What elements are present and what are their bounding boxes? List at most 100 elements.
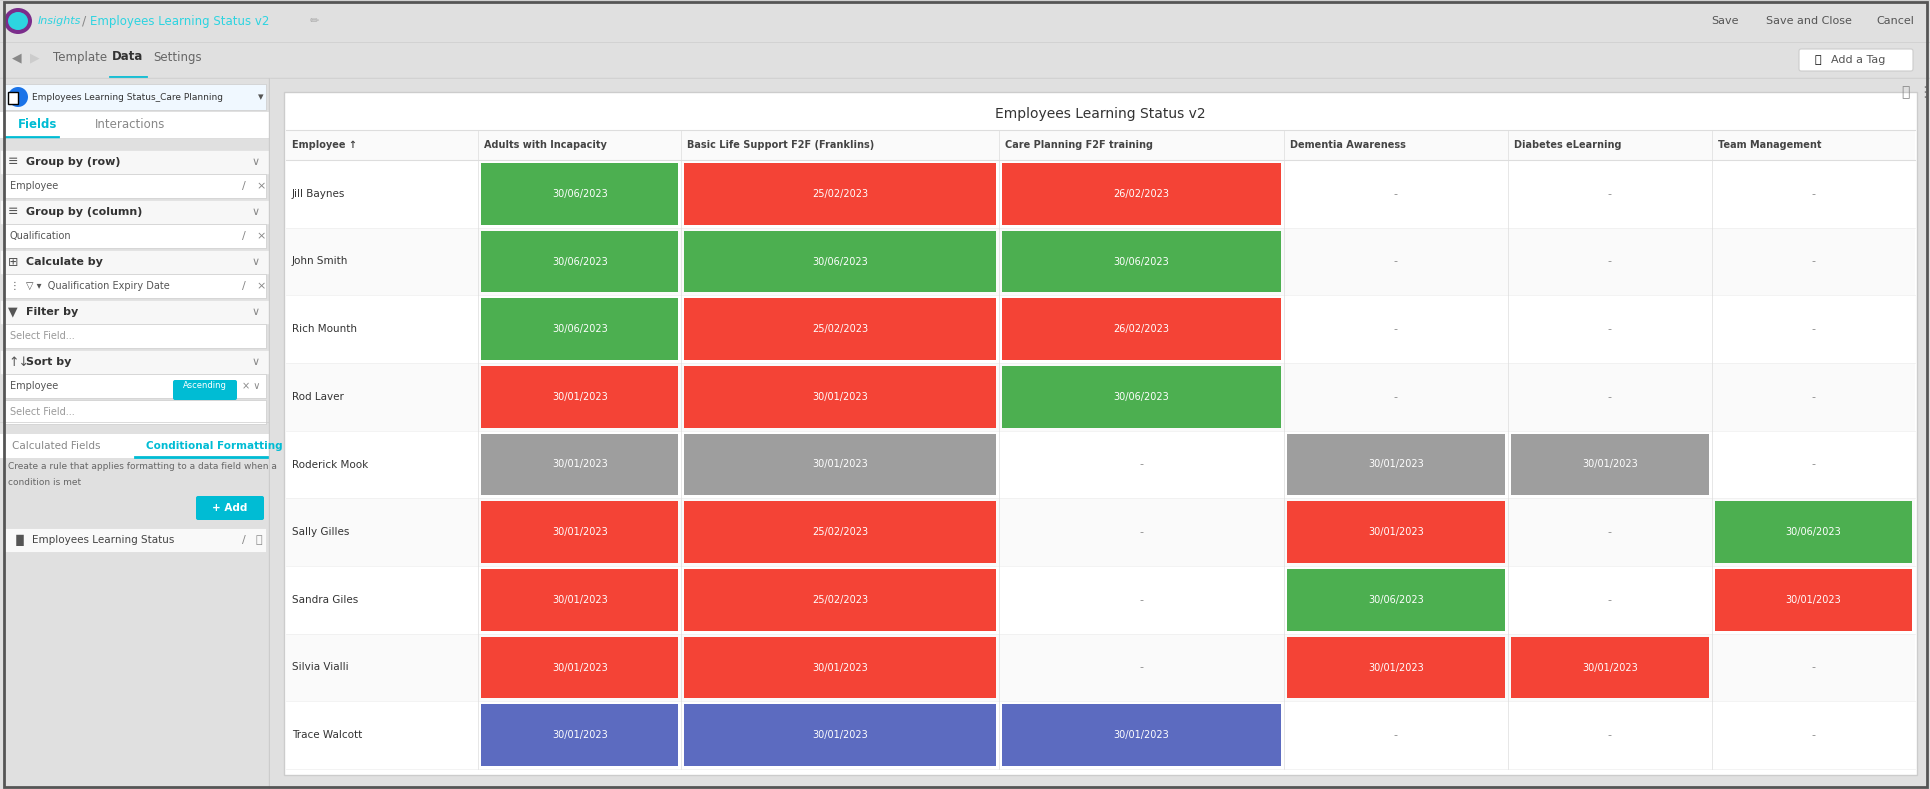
Text: Save: Save <box>1710 16 1737 26</box>
Text: Add a Tag: Add a Tag <box>1830 55 1884 65</box>
Text: 26/02/2023: 26/02/2023 <box>1112 189 1168 199</box>
Text: Data: Data <box>112 50 143 63</box>
Text: 30/06/2023: 30/06/2023 <box>813 256 868 267</box>
FancyBboxPatch shape <box>286 701 1915 769</box>
Text: 30/01/2023: 30/01/2023 <box>552 527 608 537</box>
Text: -: - <box>1608 392 1612 402</box>
Text: ▼: ▼ <box>8 305 17 319</box>
FancyBboxPatch shape <box>286 160 1915 228</box>
FancyBboxPatch shape <box>286 634 1915 701</box>
Text: -: - <box>1139 459 1143 469</box>
FancyBboxPatch shape <box>0 200 270 224</box>
FancyBboxPatch shape <box>4 528 266 552</box>
Text: 🏷: 🏷 <box>1814 55 1820 65</box>
FancyBboxPatch shape <box>1799 49 1913 71</box>
FancyBboxPatch shape <box>4 400 266 424</box>
Text: 30/01/2023: 30/01/2023 <box>813 392 868 402</box>
Text: -: - <box>1608 324 1612 335</box>
FancyBboxPatch shape <box>683 637 996 698</box>
Text: ×: × <box>257 231 264 241</box>
Text: 30/06/2023: 30/06/2023 <box>552 324 608 335</box>
Text: 30/01/2023: 30/01/2023 <box>1366 527 1422 537</box>
FancyBboxPatch shape <box>4 224 266 248</box>
Text: Filter by: Filter by <box>25 307 79 317</box>
Text: Employees Learning Status_Care Planning: Employees Learning Status_Care Planning <box>33 92 222 102</box>
FancyBboxPatch shape <box>286 130 1915 160</box>
Text: 30/06/2023: 30/06/2023 <box>1785 527 1839 537</box>
FancyBboxPatch shape <box>0 300 270 324</box>
FancyBboxPatch shape <box>683 705 996 766</box>
Text: ∨: ∨ <box>251 357 261 367</box>
Text: 30/01/2023: 30/01/2023 <box>813 459 868 469</box>
FancyBboxPatch shape <box>1002 366 1280 428</box>
FancyBboxPatch shape <box>0 250 270 274</box>
Text: -: - <box>1810 730 1814 740</box>
Text: Silvia Vialli: Silvia Vialli <box>291 663 349 672</box>
FancyBboxPatch shape <box>286 566 1915 634</box>
FancyBboxPatch shape <box>481 434 677 495</box>
Text: ▐▌: ▐▌ <box>12 534 29 546</box>
Text: Template: Template <box>52 50 106 63</box>
Text: Conditional Formatting: Conditional Formatting <box>147 441 282 451</box>
Text: -: - <box>1810 459 1814 469</box>
FancyBboxPatch shape <box>4 84 266 110</box>
Text: Rich Mounth: Rich Mounth <box>291 324 357 335</box>
Text: -: - <box>1393 189 1397 199</box>
Text: -: - <box>1139 595 1143 605</box>
Text: ⓘ: ⓘ <box>1899 85 1909 99</box>
Text: 25/02/2023: 25/02/2023 <box>813 189 868 199</box>
Text: 30/06/2023: 30/06/2023 <box>1114 392 1168 402</box>
Text: ✏: ✏ <box>311 16 318 26</box>
Text: ◀: ◀ <box>12 51 21 65</box>
Text: 25/02/2023: 25/02/2023 <box>813 324 868 335</box>
Text: + Add: + Add <box>212 503 247 513</box>
Text: Jill Baynes: Jill Baynes <box>291 189 345 199</box>
Text: 25/02/2023: 25/02/2023 <box>813 595 868 605</box>
Text: Employee: Employee <box>10 381 58 391</box>
Text: Insights: Insights <box>39 16 81 26</box>
Text: Diabetes eLearning: Diabetes eLearning <box>1513 140 1621 150</box>
FancyBboxPatch shape <box>481 163 677 225</box>
FancyBboxPatch shape <box>286 228 1915 295</box>
Text: -: - <box>1393 392 1397 402</box>
FancyBboxPatch shape <box>1714 569 1911 630</box>
FancyBboxPatch shape <box>1002 298 1280 360</box>
Text: /: / <box>241 281 245 291</box>
Text: Rod Laver: Rod Laver <box>291 392 344 402</box>
Text: 30/01/2023: 30/01/2023 <box>1785 595 1839 605</box>
Text: ×: × <box>257 181 264 191</box>
Text: Employees Learning Status v2: Employees Learning Status v2 <box>91 14 270 28</box>
FancyBboxPatch shape <box>1511 637 1708 698</box>
FancyBboxPatch shape <box>683 569 996 630</box>
FancyBboxPatch shape <box>0 350 270 374</box>
Text: Roderick Mook: Roderick Mook <box>291 459 369 469</box>
FancyBboxPatch shape <box>481 230 677 293</box>
Text: Calculate by: Calculate by <box>25 257 102 267</box>
Text: -: - <box>1393 256 1397 267</box>
Text: Employee ↑: Employee ↑ <box>291 140 357 150</box>
Text: Employees Learning Status: Employees Learning Status <box>33 535 174 545</box>
Text: Interactions: Interactions <box>95 118 166 132</box>
Text: Settings: Settings <box>154 50 203 63</box>
FancyBboxPatch shape <box>4 174 266 198</box>
FancyBboxPatch shape <box>481 569 677 630</box>
FancyBboxPatch shape <box>197 496 264 520</box>
FancyBboxPatch shape <box>1002 705 1280 766</box>
FancyBboxPatch shape <box>286 499 1915 566</box>
Text: -: - <box>1393 324 1397 335</box>
Text: 30/01/2023: 30/01/2023 <box>813 663 868 672</box>
Text: Group by (row): Group by (row) <box>25 157 120 167</box>
Text: 30/01/2023: 30/01/2023 <box>552 392 608 402</box>
FancyBboxPatch shape <box>0 150 270 174</box>
Text: -: - <box>1608 595 1612 605</box>
Text: -: - <box>1608 189 1612 199</box>
Text: 25/02/2023: 25/02/2023 <box>813 527 868 537</box>
Text: -: - <box>1810 256 1814 267</box>
Text: -: - <box>1139 663 1143 672</box>
Text: ∨: ∨ <box>251 307 261 317</box>
Text: -: - <box>1810 663 1814 672</box>
FancyBboxPatch shape <box>4 374 266 398</box>
FancyBboxPatch shape <box>4 274 266 298</box>
Text: 30/06/2023: 30/06/2023 <box>552 189 608 199</box>
Text: 30/06/2023: 30/06/2023 <box>1366 595 1422 605</box>
